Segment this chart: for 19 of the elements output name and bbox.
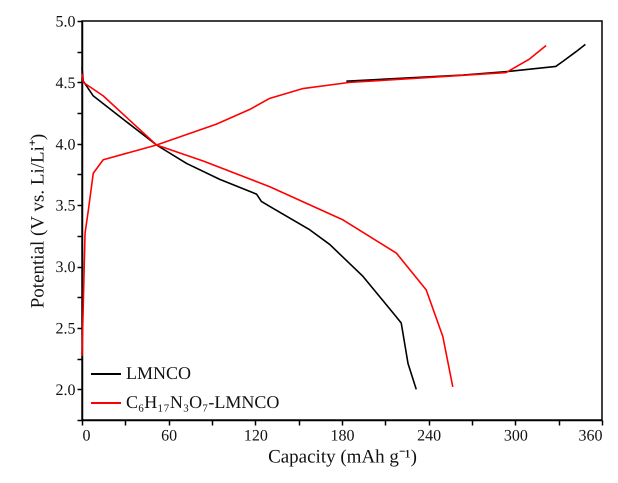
y-tick-label: 2.5 [56,320,76,338]
y-tick-label: 4.0 [56,136,76,154]
legend-label: C₆H₁₇N₃O₇-LMNCO [126,392,280,412]
y-axis-title: Potential (V vs. Li/Li⁺) [28,134,48,308]
x-tick-label: 60 [161,428,178,444]
y-tick-label: 2.0 [56,382,76,399]
y-tick-label: 3.0 [56,259,76,276]
x-tick-label: 0 [82,428,90,444]
x-axis-title: Capacity (mAh g⁻¹) [268,446,417,468]
x-tick-label: 360 [578,428,602,444]
x-tick-label: 180 [330,428,354,444]
legend-label: LMNCO [126,363,192,383]
line-series [346,44,586,82]
y-tick-label: 3.5 [56,198,76,215]
x-tick-label: 120 [244,428,268,444]
x-tick-label: 300 [504,428,528,444]
y-tick-label: 5.0 [56,14,76,30]
x-tick-label: 240 [417,428,442,444]
y-tick-label: 4.5 [56,74,76,92]
